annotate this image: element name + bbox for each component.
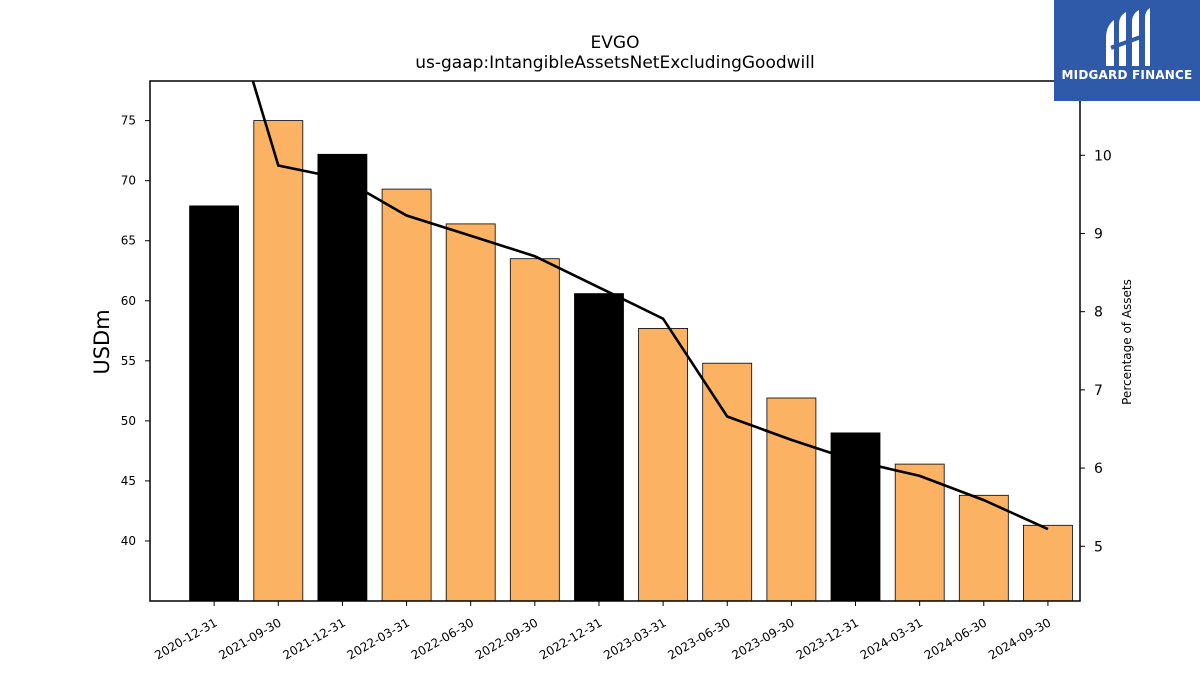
y-right-tick-label-9: 9	[1094, 226, 1103, 242]
bar-2022-12-31	[574, 293, 624, 602]
y-right-tick-label-5: 5	[1094, 539, 1103, 555]
x-tick-label-2021-12-31: 2021-12-31	[281, 615, 348, 662]
brand-logo-text: MIDGARD FINANCE	[1061, 68, 1193, 82]
x-tick-label-2022-06-30: 2022-06-30	[409, 615, 476, 662]
x-tick-label-2021-09-30: 2021-09-30	[216, 615, 283, 662]
bar-2022-03-31	[381, 188, 432, 602]
y-right-tick-label-6: 6	[1094, 461, 1103, 477]
y-tick-label-75: 75	[121, 114, 136, 128]
midgard-logo-icon	[1106, 8, 1150, 66]
x-tick-label-2022-12-31: 2022-12-31	[537, 615, 604, 662]
bar-2023-09-30	[766, 397, 817, 602]
y-tick-label-70: 70	[121, 174, 136, 188]
y-axis-label-left: USDm	[90, 309, 114, 374]
bar-2022-09-30	[509, 258, 560, 602]
y-right-tick-label-10: 10	[1094, 148, 1112, 164]
percentage-of-assets-line	[251, 81, 1049, 531]
bar-2021-12-31	[317, 153, 368, 602]
bar-2024-09-30	[1023, 524, 1073, 602]
y-tick-label-65: 65	[121, 234, 136, 248]
y-tick-label-45: 45	[121, 474, 136, 488]
x-tick-label-2020-12-31: 2020-12-31	[152, 615, 219, 662]
line-group	[251, 81, 1049, 531]
chart-subtitle: us-gaap:IntangibleAssetsNetExcludingGood…	[415, 53, 814, 73]
bar-2020-12-31	[189, 205, 240, 602]
y-tick-label-55: 55	[121, 354, 136, 368]
y-right-tick-label-7: 7	[1094, 383, 1103, 399]
x-tick-label-2022-03-31: 2022-03-31	[345, 615, 412, 662]
y-axis-label-right: Percentage of Assets	[1120, 279, 1134, 405]
bar-2023-03-31	[638, 327, 688, 602]
bar-2023-06-30	[702, 362, 753, 602]
x-tick-label-2024-03-31: 2024-03-31	[858, 615, 925, 662]
x-tick-label-2022-09-30: 2022-09-30	[473, 615, 540, 662]
y-tick-label-60: 60	[121, 294, 136, 308]
x-tick-label-2023-09-30: 2023-09-30	[729, 615, 796, 662]
y-tick-label-50: 50	[121, 414, 136, 428]
plot-frame	[149, 80, 1081, 602]
y-right-tick-label-8: 8	[1094, 305, 1103, 321]
x-tick-label-2023-12-31: 2023-12-31	[794, 615, 861, 662]
bars-group	[189, 120, 1073, 602]
x-tick-label-2024-06-30: 2024-06-30	[922, 615, 989, 662]
bar-2024-03-31	[894, 463, 945, 602]
bar-2022-06-30	[445, 223, 496, 602]
chart-title: EVGO	[591, 33, 640, 53]
x-tick-label-2024-09-30: 2024-09-30	[986, 615, 1053, 662]
bar-2024-06-30	[958, 494, 1009, 602]
x-tick-label-2023-06-30: 2023-06-30	[665, 615, 732, 662]
bar-2023-12-31	[830, 432, 881, 602]
brand-logo: MIDGARD FINANCE	[1054, 0, 1200, 101]
bar-2021-09-30	[253, 120, 304, 602]
x-tick-label-2023-03-31: 2023-03-31	[601, 615, 668, 662]
y-tick-label-40: 40	[121, 534, 136, 548]
